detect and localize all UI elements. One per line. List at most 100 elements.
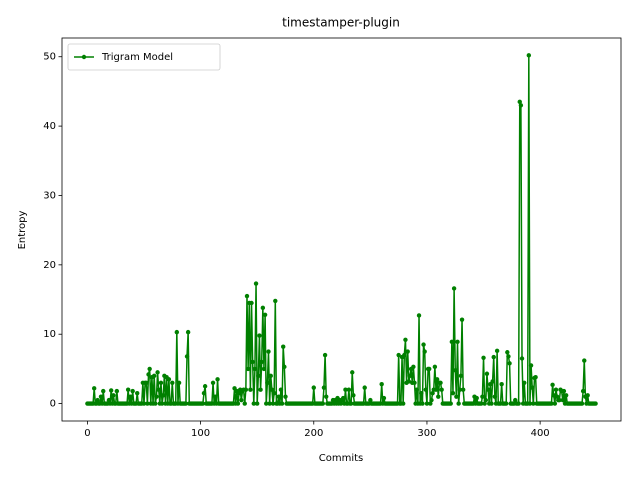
x-tick-label: 0 [84,428,90,439]
data-point [174,329,180,335]
data-point [531,401,536,406]
data-point [248,387,253,392]
data-point [252,366,258,372]
data-point [128,394,133,399]
y-tick-label: 10 [43,329,56,340]
data-point [490,379,495,384]
data-point [491,354,496,360]
x-tick-label: 300 [417,428,436,439]
data-point [563,393,569,398]
data-point [145,401,150,406]
data-point [458,373,464,379]
data-point [454,394,459,399]
data-point [503,401,509,406]
data-point [453,368,458,373]
data-point [429,397,434,403]
data-point [507,361,512,366]
data-point [251,401,256,406]
data-point [281,344,286,349]
data-point [406,379,412,384]
data-point [494,348,500,354]
data-point [130,388,135,394]
data-point [269,387,275,392]
data-point [530,385,535,390]
data-point [256,373,261,379]
data-point [254,401,260,406]
data-point [533,375,538,380]
data-point [527,401,533,406]
data-point [457,387,462,392]
data-point [242,401,247,406]
data-point [550,382,555,388]
x-axis-label: Commits [319,453,364,464]
data-point [526,53,532,58]
data-point [489,401,494,406]
data-point [450,390,456,396]
data-point [432,364,438,370]
data-point [351,393,356,398]
data-point [259,359,264,365]
data-point [513,397,518,403]
data-point [396,352,401,358]
data-point [154,394,159,399]
data-point [362,385,367,390]
data-point [403,337,408,342]
data-point [405,349,410,354]
data-point [108,388,114,393]
data-point [320,401,326,406]
x-tick-label: 400 [531,428,550,439]
data-point [517,99,522,105]
data-point [518,103,524,108]
chart-title: timestamper-plugin [282,16,400,30]
data-point [324,394,329,399]
data-point [236,390,242,396]
data-point [481,355,486,361]
data-point [282,364,287,370]
data-point [483,397,489,403]
data-point [243,387,249,392]
data-point [436,394,441,399]
data-point [492,394,498,399]
data-point [519,356,525,361]
data-point [554,394,560,399]
y-axis-label: Entropy [17,210,28,249]
data-point [379,381,384,387]
data-point [264,401,269,406]
data-point [114,388,120,394]
data-point [155,370,160,375]
data-point [553,387,559,392]
data-point [267,401,272,406]
data-point [430,390,435,396]
x-tick-label: 100 [191,428,210,439]
data-point [95,397,100,403]
data-point [368,397,373,403]
data-point [261,366,267,372]
data-point [161,393,166,398]
data-point [200,401,206,406]
data-point [265,380,270,385]
data-point [427,366,432,372]
data-point [402,352,407,358]
data-point [414,387,419,392]
y-tick-label: 30 [43,190,56,201]
y-tick-label: 50 [43,52,56,63]
data-point [485,387,491,392]
data-point [262,312,268,317]
x-tick-label: 200 [304,428,323,439]
data-point [438,380,443,385]
data-point [411,364,416,370]
data-point [582,358,587,363]
data-point [348,401,354,406]
data-point [474,395,479,401]
data-point [506,354,511,359]
data-point [141,401,147,406]
data-point [451,286,457,291]
data-point [424,401,430,406]
data-point [419,390,424,396]
data-point [522,380,527,385]
data-point [557,397,562,403]
data-point [166,377,172,382]
data-point [580,388,586,394]
data-point [144,380,149,385]
data-point [416,313,422,318]
